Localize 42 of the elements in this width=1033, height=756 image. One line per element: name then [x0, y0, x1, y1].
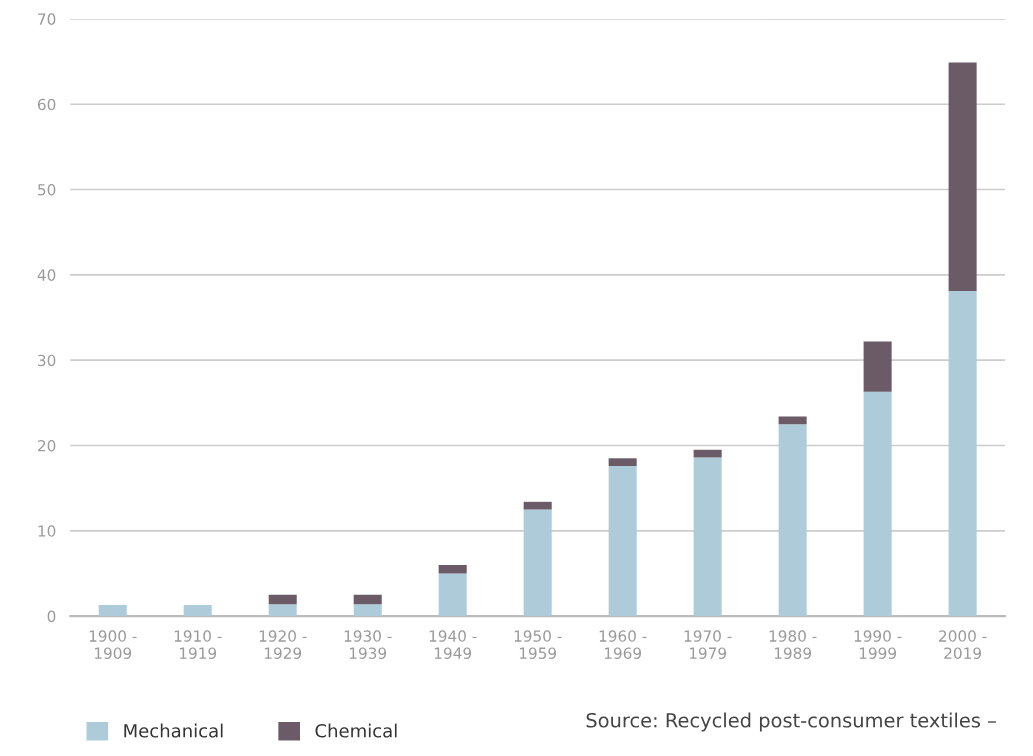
bar: [608, 458, 637, 466]
y-tick-label: 60: [37, 98, 56, 111]
legend-label: Chemical: [315, 723, 397, 738]
bar: [268, 594, 297, 605]
y-tick-label: 20: [38, 439, 56, 452]
bar: [353, 604, 382, 617]
bar: [438, 564, 467, 574]
y-tick-label: 40: [37, 269, 56, 281]
x-tick-label: 1960 - 1969: [599, 630, 647, 659]
source-note: Source: Recycled post-consumer textiles –: [586, 712, 996, 732]
x-tick-label: 1990 - 1999: [854, 630, 902, 659]
bar: [98, 605, 127, 617]
x-tick-label: 1980 - 1989: [769, 630, 817, 659]
y-tick-label: 70: [38, 13, 56, 25]
legend-label: Mechanical: [124, 723, 223, 738]
x-tick-label: 1920 - 1929: [259, 630, 307, 659]
x-tick-label: 1900 - 1909: [89, 630, 137, 659]
x-tick-label: 1940 - 1949: [429, 630, 477, 659]
bar: [438, 573, 467, 617]
bar: [353, 594, 382, 605]
bar: [948, 291, 977, 617]
x-tick-label: 2000 - 2019: [939, 630, 987, 659]
bar: [863, 341, 892, 392]
bar: [693, 449, 722, 458]
bar: [523, 501, 552, 510]
y-tick-label: 30: [38, 354, 56, 367]
bar: [948, 62, 977, 292]
bar: [523, 509, 552, 617]
bar: [268, 604, 297, 617]
bar: [863, 391, 892, 617]
x-tick-label: 1930 - 1939: [344, 630, 392, 659]
y-tick-label: 0: [47, 610, 56, 623]
x-tick-label: 1970 - 1979: [684, 630, 732, 659]
x-tick-label: 1950 - 1959: [514, 630, 562, 659]
y-tick-label: 50: [38, 184, 56, 196]
bar: [183, 605, 212, 617]
bar: [778, 424, 807, 617]
y-tick-label: 10: [38, 525, 56, 537]
bar: [778, 416, 807, 425]
bar: [608, 465, 637, 617]
x-tick-label: 1910 - 1919: [174, 630, 222, 659]
bar: [693, 457, 722, 617]
